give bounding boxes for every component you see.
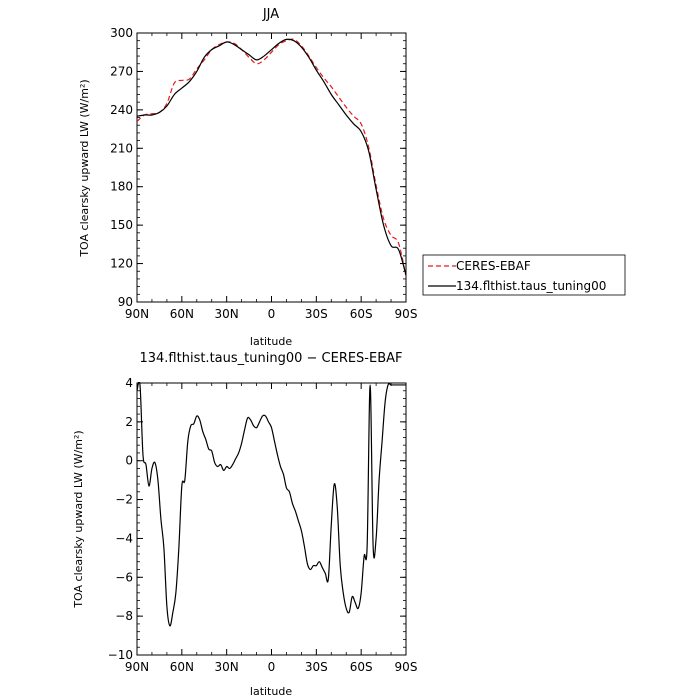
- bottom-x-tick-label: 30N: [215, 660, 239, 674]
- bottom-x-tick-label: 90S: [395, 660, 418, 674]
- bottom-series-line-0: [137, 382, 406, 627]
- bottom-y-tick-label: 4: [125, 376, 133, 390]
- top-series-line-0: [137, 38, 406, 277]
- top-y-tick-label: 210: [110, 141, 133, 155]
- top-y-tick-label: 300: [110, 26, 133, 40]
- bottom-x-tick-label: 60S: [350, 660, 373, 674]
- legend-label-model: 134.flthist.taus_tuning00: [456, 279, 606, 293]
- bottom-x-tick-label: 90N: [125, 660, 149, 674]
- bottom-x-tick-label: 30S: [305, 660, 328, 674]
- top-chart-title: JJA: [262, 7, 279, 22]
- top-x-tick-label: 30S: [305, 307, 328, 321]
- top-x-tick-label: 60S: [350, 307, 373, 321]
- top-y-axis-label: TOA clearsky upward LW (W/m²): [78, 79, 91, 257]
- legend-label-ceres: CERES-EBAF: [456, 259, 531, 273]
- top-x-tick-label: 90S: [395, 307, 418, 321]
- bottom-y-tick-label: −10: [108, 648, 133, 662]
- bottom-y-tick-label: −4: [115, 531, 133, 545]
- top-x-tick-label: 90N: [125, 307, 149, 321]
- top-y-tick-label: 120: [110, 257, 133, 271]
- top-y-tick-label: 240: [110, 103, 133, 117]
- bottom-y-axis-label: TOA clearsky upward LW (W/m²): [72, 430, 85, 608]
- bottom-x-tick-label: 0: [268, 660, 276, 674]
- bottom-y-tick-label: −2: [115, 493, 133, 507]
- top-series-line-1: [137, 38, 406, 276]
- top-y-tick-label: 150: [110, 218, 133, 232]
- bottom-chart-title: 134.flthist.taus_tuning00 − CERES-EBAF: [139, 351, 402, 366]
- top-x-tick-label: 30N: [215, 307, 239, 321]
- legend: CERES-EBAF 134.flthist.taus_tuning00: [422, 254, 626, 296]
- bottom-panel: 134.flthist.taus_tuning00 − CERES-EBAF 9…: [72, 351, 417, 698]
- legend-box: [422, 254, 626, 296]
- bottom-y-tick-label: 0: [125, 454, 133, 468]
- bottom-plot-area: 90N 60N 30N 0 30S 60S 90S −10 −8 −6 −4 −2 0 2 4: [108, 376, 418, 674]
- top-y-tick-label: 270: [110, 64, 133, 78]
- bottom-y-tick-label: 2: [125, 415, 133, 429]
- top-y-tick-label: 180: [110, 180, 133, 194]
- bottom-plot-frame: [136, 382, 407, 656]
- top-x-tick-label: 0: [268, 307, 276, 321]
- bottom-y-tick-label: −8: [115, 609, 133, 623]
- top-plot-frame: [136, 32, 407, 303]
- bottom-y-tick-label: −6: [115, 570, 133, 584]
- top-x-axis-label: latitude: [250, 335, 292, 348]
- bottom-x-axis-label: latitude: [250, 685, 292, 698]
- top-plot-area: 90N 60N 30N 0 30S 60S 90S 90 120 150 180 210 240 270 3…: [110, 26, 417, 321]
- top-y-tick-label: 90: [118, 295, 133, 309]
- bottom-x-tick-label: 60N: [170, 660, 194, 674]
- top-x-tick-label: 60N: [170, 307, 194, 321]
- top-panel: JJA 90N 60N 30N 0 30S 60S 90S 90 120 150 180 210 240…: [78, 7, 626, 348]
